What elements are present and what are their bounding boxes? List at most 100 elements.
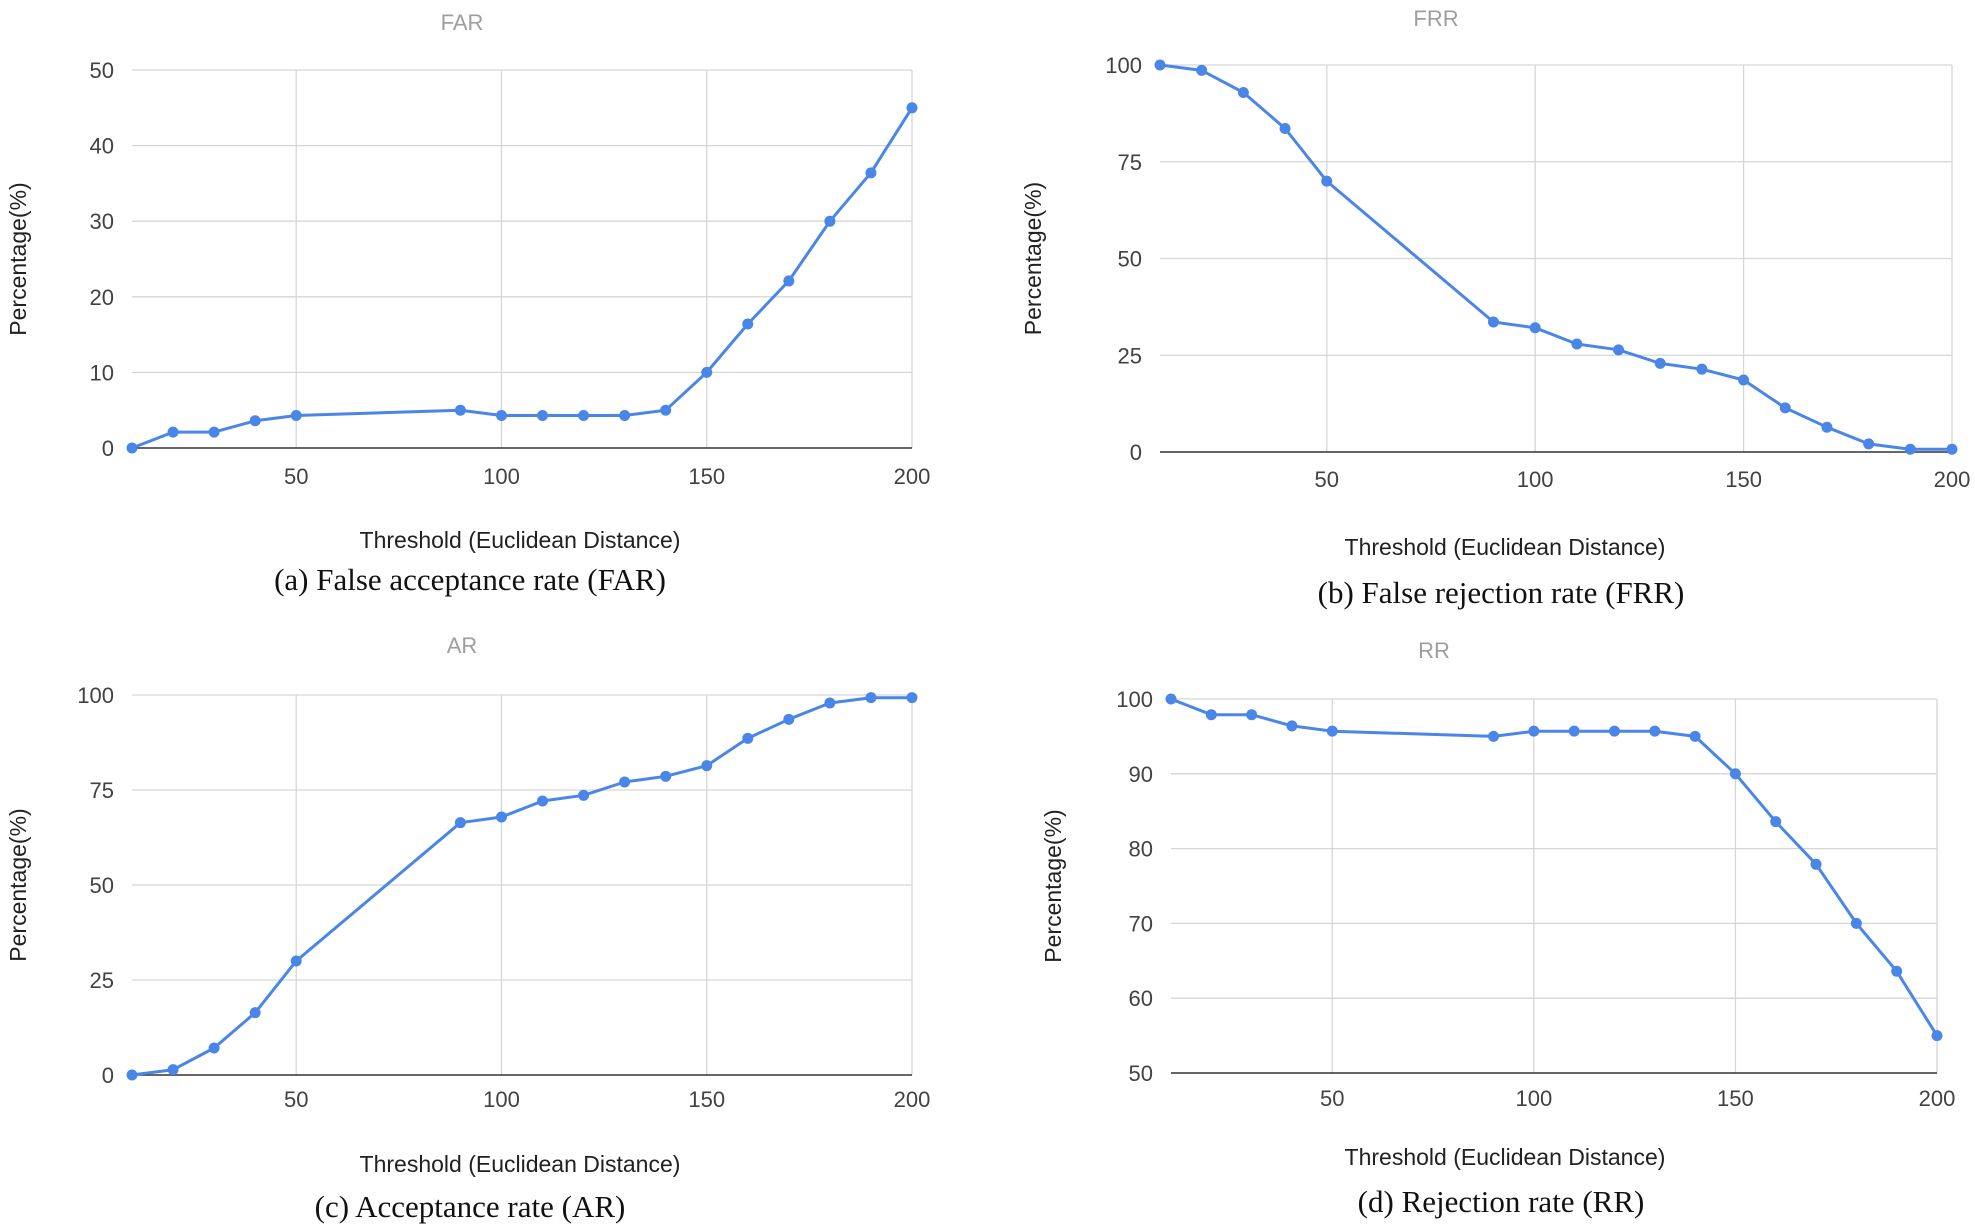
data-point bbox=[1891, 965, 1903, 977]
data-point bbox=[619, 409, 631, 421]
data-point bbox=[1779, 402, 1791, 414]
x-tick-label: 50 bbox=[284, 464, 308, 489]
data-point bbox=[578, 789, 590, 801]
data-point bbox=[824, 697, 836, 709]
data-point bbox=[537, 795, 549, 807]
chart-panel-rr: 50 60 70 80 90 100 50 100 150 200 RR Threshold (Euc… bbox=[985, 615, 1975, 1231]
data-point bbox=[454, 404, 466, 416]
data-point bbox=[1568, 725, 1580, 737]
data-point bbox=[1321, 175, 1333, 187]
y-tick-label: 100 bbox=[1105, 53, 1142, 78]
y-tick-label: 70 bbox=[1129, 911, 1153, 936]
y-tick-label: 0 bbox=[1130, 440, 1142, 465]
y-tick-label: 50 bbox=[90, 58, 114, 83]
y-tick-label: 100 bbox=[1116, 687, 1153, 712]
data-point bbox=[701, 366, 713, 378]
data-point bbox=[1237, 86, 1249, 98]
x-tick-label: 50 bbox=[1320, 1086, 1344, 1111]
series-line bbox=[131, 696, 912, 1077]
x-axis-title: Threshold (Euclidean Distance) bbox=[360, 527, 681, 553]
data-point bbox=[167, 426, 179, 438]
chart-caption: (a) False acceptance rate (FAR) bbox=[274, 562, 666, 597]
y-tick-label: 10 bbox=[90, 360, 114, 385]
data-point bbox=[1654, 357, 1666, 369]
y-tick-label: 25 bbox=[1118, 343, 1142, 368]
data-point bbox=[1205, 709, 1217, 721]
data-point bbox=[208, 1042, 220, 1054]
y-tick-label: 0 bbox=[102, 1063, 114, 1088]
chart-panel-frr: 0 25 50 75 100 50 100 150 200 FRR Threshold (Eucli… bbox=[985, 0, 1975, 615]
y-tick-label: 50 bbox=[90, 873, 114, 898]
data-point bbox=[126, 1069, 138, 1081]
data-point bbox=[249, 415, 261, 427]
data-point bbox=[906, 692, 918, 704]
data-point bbox=[1821, 421, 1833, 433]
y-tick-label: 30 bbox=[90, 209, 114, 234]
data-point bbox=[1571, 338, 1583, 350]
data-point bbox=[1863, 438, 1875, 450]
chart-title: FRR bbox=[1413, 6, 1458, 31]
x-tick-label: 150 bbox=[688, 464, 725, 489]
y-tick-label: 50 bbox=[1118, 247, 1142, 272]
data-point bbox=[495, 409, 507, 421]
data-point bbox=[454, 817, 466, 829]
chart-panel-ar: 0 25 50 75 100 50 100 150 200 AR Threshold (Euclid… bbox=[0, 615, 985, 1231]
series-line bbox=[1159, 63, 1952, 451]
data-point bbox=[1608, 725, 1620, 737]
data-point bbox=[578, 409, 590, 421]
data-point bbox=[865, 167, 877, 179]
data-point bbox=[1649, 725, 1661, 737]
data-point bbox=[1613, 344, 1625, 356]
data-point bbox=[1729, 768, 1741, 780]
data-point bbox=[1279, 122, 1291, 134]
x-tick-label: 150 bbox=[688, 1087, 725, 1112]
y-tick-label: 50 bbox=[1129, 1061, 1153, 1086]
x-tick-label: 100 bbox=[483, 464, 520, 489]
x-tick-label: 100 bbox=[1517, 467, 1554, 492]
series-line bbox=[131, 106, 914, 450]
x-tick-label: 150 bbox=[1725, 467, 1762, 492]
data-point bbox=[906, 102, 918, 114]
data-point bbox=[660, 770, 672, 782]
x-tick-label: 200 bbox=[894, 464, 931, 489]
data-point bbox=[619, 776, 631, 788]
data-point bbox=[1696, 363, 1708, 375]
data-point bbox=[1689, 730, 1701, 742]
y-tick-label: 40 bbox=[90, 134, 114, 159]
data-point bbox=[1154, 59, 1166, 71]
y-axis-title: Percentage(%) bbox=[1020, 182, 1046, 335]
x-tick-label: 50 bbox=[1314, 467, 1338, 492]
data-point bbox=[1326, 725, 1338, 737]
y-tick-label: 0 bbox=[102, 436, 114, 461]
data-point bbox=[208, 426, 220, 438]
y-axis-title: Percentage(%) bbox=[5, 182, 31, 335]
data-point bbox=[290, 955, 302, 967]
data-point bbox=[126, 442, 138, 454]
y-axis-title: Percentage(%) bbox=[1040, 809, 1066, 962]
y-axis-title: Percentage(%) bbox=[5, 808, 31, 961]
data-point bbox=[1850, 917, 1862, 929]
data-point bbox=[701, 760, 713, 772]
x-axis-title: Threshold (Euclidean Distance) bbox=[360, 1151, 681, 1177]
data-point bbox=[1931, 1030, 1943, 1042]
x-tick-label: 150 bbox=[1717, 1086, 1754, 1111]
data-point bbox=[742, 318, 754, 330]
chart-caption: (c) Acceptance rate (AR) bbox=[314, 1189, 626, 1224]
data-point bbox=[1529, 322, 1541, 334]
x-axis-title: Threshold (Euclidean Distance) bbox=[1345, 534, 1666, 560]
data-point bbox=[1246, 709, 1258, 721]
data-point bbox=[1528, 725, 1540, 737]
chart-caption: (d) Rejection rate (RR) bbox=[1357, 1184, 1645, 1219]
y-tick-label: 80 bbox=[1129, 837, 1153, 862]
chart-title: FAR bbox=[441, 10, 484, 35]
x-tick-label: 200 bbox=[1934, 467, 1971, 492]
chart-svg: 50 60 70 80 90 100 50 100 150 200 RR Threshold (Euc… bbox=[1040, 638, 1955, 1170]
x-tick-label: 100 bbox=[1515, 1086, 1552, 1111]
data-point bbox=[1488, 730, 1500, 742]
y-tick-label: 75 bbox=[90, 778, 114, 803]
data-point bbox=[537, 409, 549, 421]
data-point bbox=[495, 811, 507, 823]
y-tick-label: 75 bbox=[1118, 150, 1142, 175]
data-point bbox=[1165, 693, 1177, 705]
data-point bbox=[742, 732, 754, 744]
